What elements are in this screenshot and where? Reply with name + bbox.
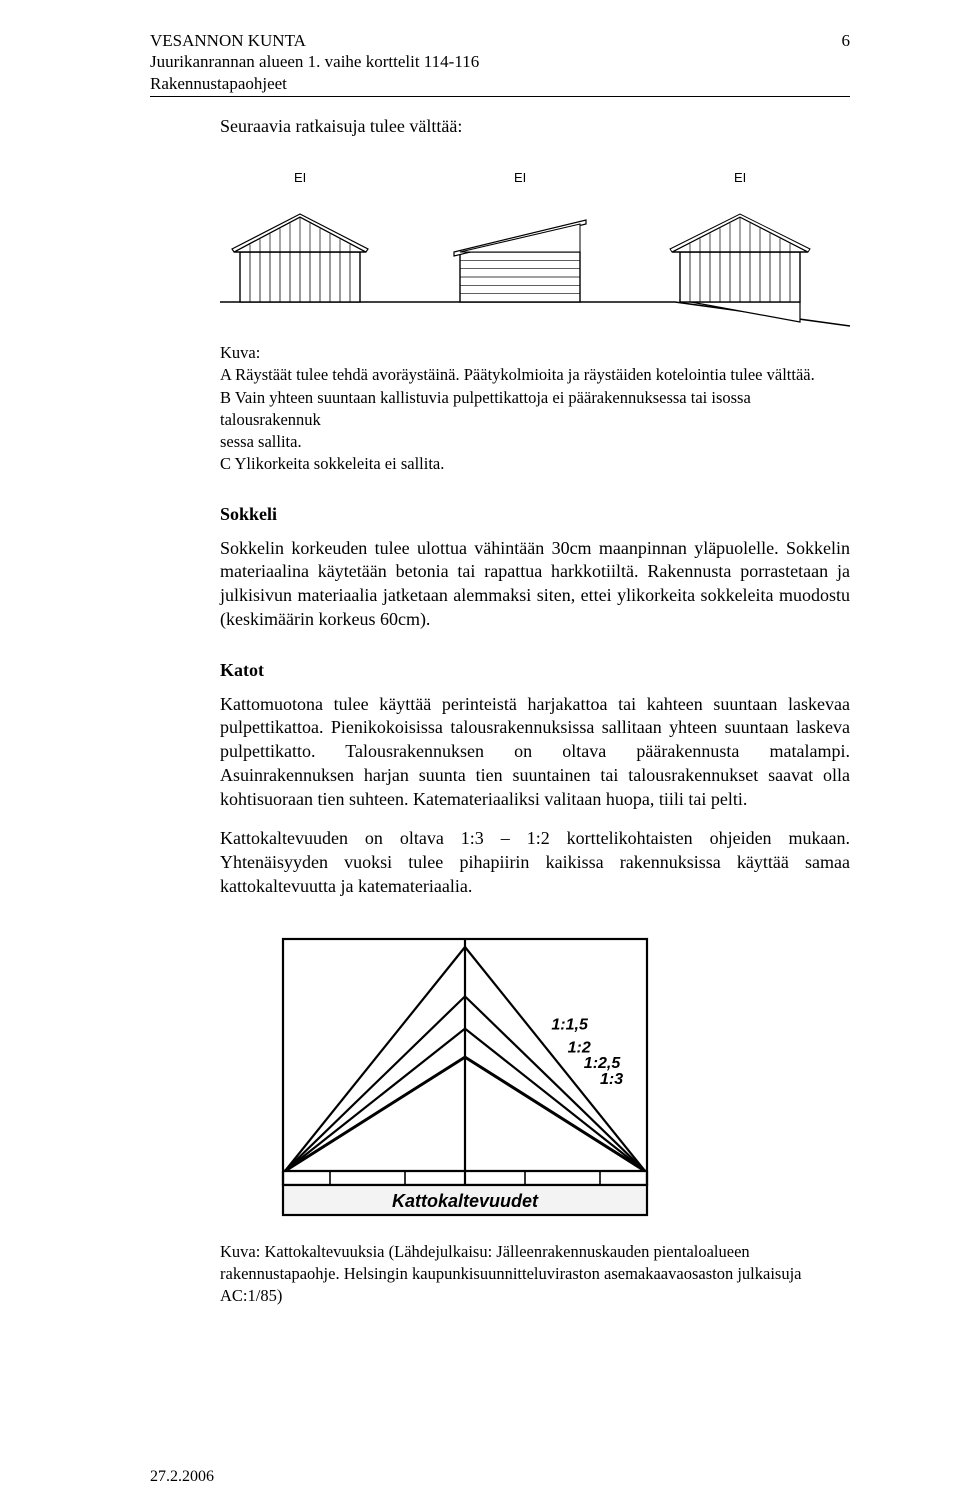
page-number: 6 — [842, 30, 851, 51]
svg-text:1:3: 1:3 — [600, 1071, 623, 1088]
svg-text:EI: EI — [514, 170, 526, 185]
svg-text:EI: EI — [734, 170, 746, 185]
fig1-caption-lead: Kuva: — [220, 342, 850, 364]
svg-text:1:2: 1:2 — [568, 1039, 591, 1056]
fig1-line-a: A Räystäät tulee tehdä avoräystäinä. Pää… — [220, 364, 850, 386]
fig1-line-b1: B Vain yhteen suuntaan kallistuvia pulpe… — [220, 387, 850, 432]
header-subtitle: Juurikanrannan alueen 1. vaihe korttelit… — [150, 51, 479, 72]
header-left: VESANNON KUNTA Juurikanrannan alueen 1. … — [150, 30, 479, 94]
svg-text:1:2,5: 1:2,5 — [584, 1055, 622, 1072]
header-rule — [150, 96, 850, 97]
figure-roof-types: EI EI EI — [220, 152, 850, 332]
sokkeli-text: Sokkelin korkeuden tulee ulottua vähintä… — [220, 537, 850, 632]
intro-text: Seuraavia ratkaisuja tulee välttää: — [220, 115, 850, 138]
fig2-caption: Kuva: Kattokaltevuuksia (Lähdejulkaisu: … — [220, 1241, 850, 1308]
katot-p2: Kattokaltevuuden on oltava 1:3 – 1:2 kor… — [220, 827, 850, 898]
header-org: VESANNON KUNTA — [150, 30, 479, 51]
section-title-sokkeli: Sokkeli — [220, 504, 850, 525]
svg-text:EI: EI — [294, 170, 306, 185]
header-doc: Rakennustapaohjeet — [150, 73, 479, 94]
footer-date: 27.2.2006 — [150, 1468, 214, 1486]
section-title-katot: Katot — [220, 660, 850, 681]
page-header: VESANNON KUNTA Juurikanrannan alueen 1. … — [150, 30, 850, 94]
figure-roof-pitches: Kattokaltevuudet 1:31:2,51:2 1:1,5 — [220, 921, 740, 1231]
katot-p1: Kattomuotona tulee käyttää perinteistä h… — [220, 693, 850, 812]
fig1-line-b2: sessa sallita. — [220, 431, 850, 453]
fig1-caption: Kuva: A Räystäät tulee tehdä avoräystäin… — [220, 342, 850, 476]
svg-text:1:1,5: 1:1,5 — [551, 1016, 589, 1033]
fig1-line-c: C Ylikorkeita sokkeleita ei sallita. — [220, 453, 850, 475]
svg-text:Kattokaltevuudet: Kattokaltevuudet — [392, 1191, 539, 1211]
